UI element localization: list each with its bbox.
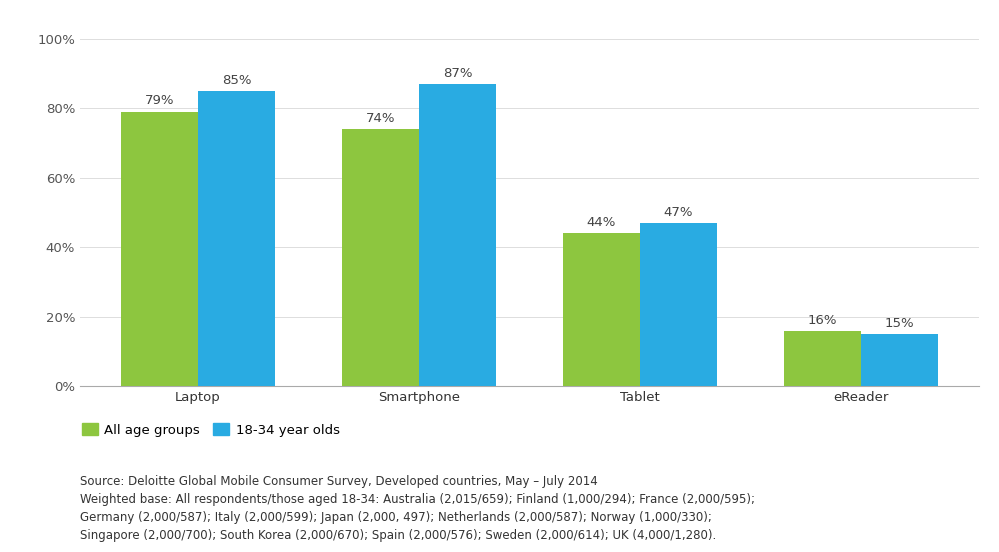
- Text: 16%: 16%: [807, 314, 837, 327]
- Bar: [342, 129, 419, 386]
- Text: 85%: 85%: [222, 73, 252, 87]
- Text: 79%: 79%: [145, 94, 174, 108]
- Bar: [562, 233, 640, 386]
- Text: 47%: 47%: [663, 206, 693, 219]
- Bar: [419, 84, 497, 386]
- Text: 15%: 15%: [885, 317, 914, 330]
- Text: Source: Deloitte Global Mobile Consumer Survey, Developed countries, May – July : Source: Deloitte Global Mobile Consumer …: [80, 475, 755, 542]
- Text: 74%: 74%: [366, 112, 396, 125]
- Bar: [198, 91, 276, 386]
- Text: 87%: 87%: [443, 67, 473, 79]
- Bar: [783, 331, 861, 386]
- Bar: [121, 112, 198, 386]
- Bar: [861, 335, 938, 386]
- Text: 44%: 44%: [586, 216, 616, 229]
- Bar: [640, 223, 717, 386]
- Legend: All age groups, 18-34 year olds: All age groups, 18-34 year olds: [77, 418, 345, 442]
